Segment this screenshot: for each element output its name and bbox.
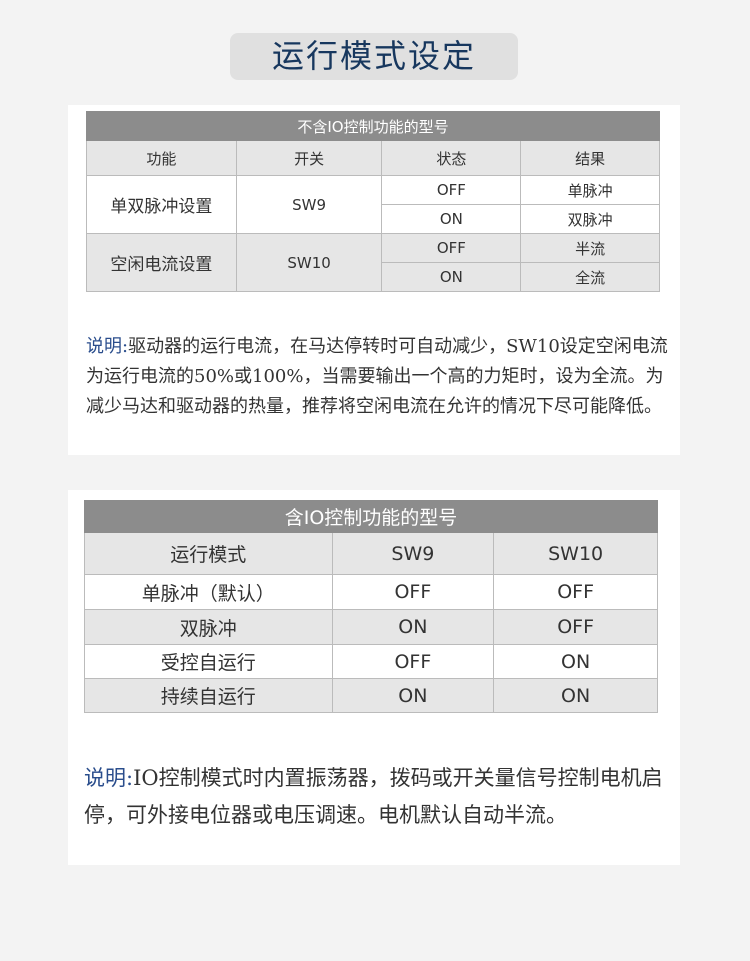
page-title: 运行模式设定 — [230, 33, 518, 80]
header-cell: SW10 — [493, 532, 658, 575]
header-cell: 状态 — [381, 140, 522, 176]
header-cell: 功能 — [86, 140, 237, 176]
note-no-io: 说明:驱动器的运行电流，在马达停转时可自动减少，SW10设定空闲电流为运行电流的… — [86, 332, 671, 422]
note-text: 驱动器的运行电流，在马达停转时可自动减少，SW10设定空闲电流为运行电流的50%… — [86, 336, 668, 417]
result-cell: 单脉冲 — [520, 175, 660, 205]
state-cell: OFF — [381, 175, 522, 205]
note-label: 说明: — [86, 336, 129, 357]
header-cell: SW9 — [331, 532, 495, 575]
sw9-cell: ON — [331, 678, 495, 713]
header-cell: 开关 — [235, 140, 383, 176]
switch-cell: SW9 — [235, 175, 383, 234]
sw10-cell: OFF — [493, 574, 658, 610]
header-cell: 结果 — [520, 140, 660, 176]
note-text: IO控制模式时内置振荡器，拨码或开关量信号控制电机启停，可外接电位器或电压调速。… — [84, 766, 663, 827]
table-with-io: 含IO控制功能的型号 运行模式 SW9 SW10 单脉冲（默认） OFF OFF 双… — [84, 500, 658, 713]
sw9-cell: ON — [331, 609, 495, 645]
table-no-io: 不含IO控制功能的型号 功能 开关 状态 结果 单双脉冲设置 SW9 OFF 单… — [86, 111, 660, 292]
switch-cell: SW10 — [235, 233, 383, 292]
note-label: 说明: — [84, 766, 134, 790]
note-with-io: 说明:IO控制模式时内置振荡器，拨码或开关量信号控制电机启停，可外接电位器或电压… — [84, 760, 669, 834]
sw9-cell: OFF — [331, 574, 495, 610]
sw10-cell: OFF — [493, 609, 658, 645]
table-caption: 含IO控制功能的型号 — [84, 500, 658, 533]
function-cell: 空闲电流设置 — [86, 233, 237, 292]
mode-cell: 持续自运行 — [84, 678, 333, 713]
state-cell: ON — [381, 262, 522, 292]
mode-cell: 单脉冲（默认） — [84, 574, 333, 610]
mode-cell: 双脉冲 — [84, 609, 333, 645]
result-cell: 全流 — [520, 262, 660, 292]
header-cell: 运行模式 — [84, 532, 333, 575]
result-cell: 双脉冲 — [520, 204, 660, 234]
mode-cell: 受控自运行 — [84, 644, 333, 679]
state-cell: ON — [381, 204, 522, 234]
result-cell: 半流 — [520, 233, 660, 263]
state-cell: OFF — [381, 233, 522, 263]
function-cell: 单双脉冲设置 — [86, 175, 237, 234]
sw10-cell: ON — [493, 678, 658, 713]
sw10-cell: ON — [493, 644, 658, 679]
table-caption: 不含IO控制功能的型号 — [86, 111, 660, 141]
sw9-cell: OFF — [331, 644, 495, 679]
